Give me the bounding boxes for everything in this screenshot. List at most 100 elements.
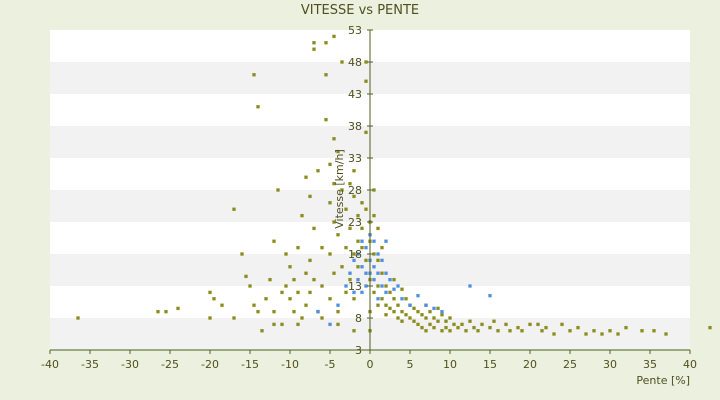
data-point — [364, 258, 368, 263]
data-point — [428, 309, 432, 314]
data-point — [348, 226, 352, 231]
y-tick-label: 33 — [348, 152, 362, 165]
data-point — [296, 290, 300, 295]
data-point — [336, 322, 340, 327]
data-point — [300, 316, 304, 320]
data-point — [316, 309, 320, 314]
data-point — [392, 287, 396, 291]
data-point — [440, 309, 444, 314]
data-point — [384, 303, 388, 307]
data-point — [384, 239, 388, 243]
data-point — [328, 322, 332, 327]
data-point — [252, 303, 256, 307]
data-point — [480, 322, 484, 327]
data-point — [424, 303, 428, 307]
data-point — [288, 297, 292, 301]
data-point — [540, 329, 544, 333]
data-point — [424, 329, 428, 333]
y-tick-label: 38 — [348, 120, 362, 133]
data-point — [332, 181, 336, 186]
data-point — [376, 284, 380, 288]
data-point — [492, 319, 496, 323]
data-point — [364, 207, 368, 211]
data-point — [348, 271, 352, 275]
data-point — [412, 319, 416, 323]
data-point — [476, 329, 480, 333]
data-point — [336, 149, 340, 154]
chart-title: VITESSE vs PENTE — [301, 3, 419, 18]
data-point — [352, 252, 356, 256]
data-point — [332, 34, 336, 39]
data-point — [420, 313, 424, 317]
x-tick-label: 35 — [643, 358, 657, 371]
data-point — [208, 290, 212, 295]
y-tick-label: 3 — [355, 344, 362, 357]
data-point — [384, 271, 388, 275]
data-point — [616, 332, 620, 336]
data-point — [276, 188, 280, 192]
data-point — [360, 201, 364, 205]
data-point — [352, 169, 356, 173]
data-point — [272, 239, 276, 243]
data-point — [356, 265, 360, 269]
data-point — [400, 319, 404, 323]
data-point — [520, 329, 524, 333]
x-tick-label: -15 — [241, 358, 259, 371]
data-point — [376, 271, 380, 275]
y-tick-label: 23 — [348, 216, 362, 229]
data-point — [232, 316, 236, 320]
data-point — [468, 284, 472, 288]
x-tick-label: 30 — [603, 358, 617, 371]
data-point — [328, 162, 332, 167]
data-point — [352, 297, 356, 301]
data-point — [376, 297, 380, 301]
data-point — [516, 325, 520, 330]
data-point — [552, 332, 556, 336]
data-point — [320, 284, 324, 288]
data-point — [312, 277, 316, 282]
data-point — [76, 316, 80, 320]
data-point — [416, 309, 420, 314]
data-point — [280, 290, 284, 295]
data-point — [568, 329, 572, 333]
data-point — [256, 309, 260, 314]
data-point — [396, 316, 400, 320]
x-tick-label: -25 — [161, 358, 179, 371]
data-point — [384, 290, 388, 295]
x-tick-label: -35 — [81, 358, 99, 371]
data-point — [404, 313, 408, 317]
data-point — [308, 194, 312, 199]
data-point — [352, 258, 356, 263]
x-tick-label: 5 — [407, 358, 414, 371]
data-point — [376, 303, 380, 307]
data-point — [376, 258, 380, 263]
x-tick-label: 25 — [563, 358, 577, 371]
data-point — [364, 130, 368, 135]
x-tick-label: 0 — [367, 358, 374, 371]
data-point — [432, 316, 436, 320]
data-point — [396, 284, 400, 288]
data-point — [448, 316, 452, 320]
data-point — [384, 284, 388, 288]
data-point — [576, 325, 580, 330]
data-point — [332, 220, 336, 224]
data-point — [352, 194, 356, 199]
data-point — [312, 41, 316, 45]
data-point — [380, 258, 384, 263]
data-point — [284, 284, 288, 288]
data-point — [348, 277, 352, 282]
data-point — [380, 245, 384, 250]
tick-labels: -40 -35 -30 -25 -20 -15 -10 -5 0 5 10 15 20 25 30 35 40 5… — [41, 24, 697, 371]
data-point — [408, 316, 412, 320]
data-point — [472, 325, 476, 330]
data-point — [268, 277, 272, 282]
data-point — [376, 226, 380, 231]
data-point — [400, 297, 404, 301]
x-tick-label: 10 — [443, 358, 457, 371]
data-point — [456, 325, 460, 330]
x-tick-label: 20 — [523, 358, 537, 371]
x-tick-label: -20 — [201, 358, 219, 371]
data-point — [460, 322, 464, 327]
data-point — [312, 47, 316, 51]
